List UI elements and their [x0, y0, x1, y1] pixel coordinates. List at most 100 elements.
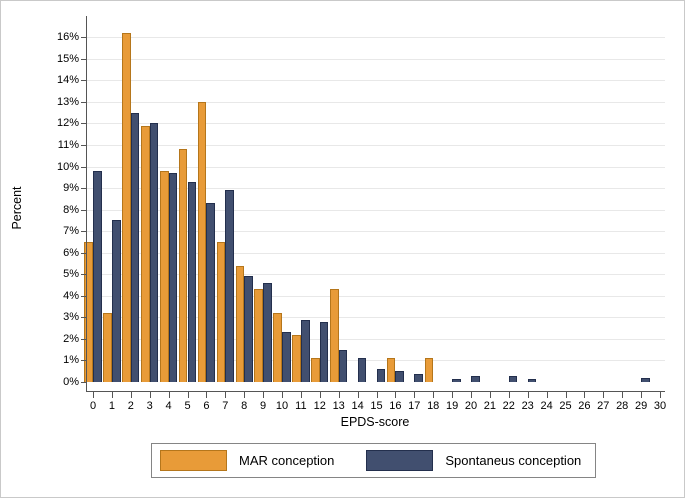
x-tick [187, 392, 189, 398]
y-tick-label: 2% [63, 332, 79, 345]
y-gridline [87, 80, 665, 82]
x-tick [130, 392, 132, 398]
x-tick [168, 392, 170, 398]
bar-spontaneus-score-15 [376, 369, 386, 382]
y-tick-label: 9% [63, 182, 79, 195]
x-tick-label: 10 [275, 400, 289, 412]
x-tick [508, 392, 510, 398]
bar-spontaneus-score-8 [244, 276, 253, 382]
bar-spontaneus-score-0 [93, 170, 102, 382]
bar-spontaneus-score-19 [452, 378, 461, 382]
y-gridline [87, 231, 665, 233]
bar-spontaneus-score-2 [130, 112, 140, 382]
y-tick [81, 274, 86, 276]
y-tick [81, 80, 86, 82]
bar-spontaneus-score-9 [263, 282, 272, 382]
x-tick-label: 9 [260, 400, 267, 412]
x-tick-label: 19 [445, 400, 459, 412]
y-tick [81, 166, 86, 168]
x-tick [471, 392, 472, 398]
y-tick [81, 144, 86, 146]
x-tick [244, 392, 246, 398]
x-tick-label: 22 [502, 400, 515, 412]
x-tick [338, 392, 340, 398]
legend-swatch-mar-conception [160, 450, 227, 471]
y-tick-label: 1% [63, 354, 79, 367]
x-tick [319, 392, 321, 398]
x-tick-label: 21 [483, 400, 497, 412]
y-tick-label: 6% [63, 246, 79, 259]
bar-mar-score-10 [273, 313, 282, 382]
y-tick-label: 3% [63, 311, 79, 324]
y-axis-title: Percent [10, 186, 24, 230]
y-gridline [87, 209, 665, 211]
bar-mar-score-9 [254, 289, 264, 382]
x-tick-label: 12 [313, 400, 326, 412]
y-tick [81, 317, 86, 319]
x-tick [452, 392, 454, 398]
y-tick-label: 7% [63, 225, 79, 238]
y-tick [81, 188, 86, 190]
x-tick-label: 23 [521, 400, 534, 412]
y-tick [81, 295, 86, 297]
bar-mar-score-1 [103, 313, 112, 382]
x-tick-label: 1 [108, 400, 115, 412]
y-tick-label: 13% [56, 95, 79, 108]
y-axis-line [86, 16, 87, 392]
x-tick-label: 0 [89, 400, 97, 412]
bar-spontaneus-score-17 [414, 374, 423, 382]
x-tick [357, 392, 359, 398]
y-gridline [87, 166, 665, 168]
x-tick [282, 392, 283, 398]
bar-spontaneus-score-7 [225, 190, 234, 382]
y-tick-label: 0% [63, 376, 79, 388]
x-axis-line [86, 391, 665, 392]
y-tick [81, 58, 86, 60]
bar-mar-score-6 [197, 101, 207, 382]
x-tick-label: 15 [370, 400, 383, 412]
y-gridline [87, 295, 665, 297]
x-tick [433, 392, 435, 398]
bar-mar-score-11 [292, 334, 301, 382]
bar-mar-score-3 [141, 125, 150, 382]
x-tick [641, 392, 643, 398]
x-tick-label: 26 [578, 400, 591, 412]
x-tick [660, 392, 661, 398]
x-tick [395, 392, 397, 398]
y-tick [81, 252, 86, 254]
bar-spontaneus-score-23 [527, 378, 537, 382]
x-tick-label: 27 [597, 400, 610, 412]
y-tick-label: 5% [63, 268, 79, 281]
bar-mar-score-16 [386, 358, 396, 382]
bar-mar-score-18 [424, 358, 434, 382]
x-tick [111, 392, 113, 398]
bar-mar-score-2 [122, 32, 131, 382]
bar-mar-score-8 [235, 265, 245, 382]
y-tick-label: 15% [56, 52, 79, 65]
y-tick [81, 360, 86, 362]
x-tick [225, 392, 227, 398]
y-gridline [87, 144, 665, 146]
y-gridline [87, 274, 665, 276]
y-tick [81, 338, 86, 340]
y-tick [81, 37, 86, 39]
y-gridline [87, 101, 665, 103]
x-tick-label: 2 [127, 400, 134, 412]
x-tick-label: 13 [332, 400, 345, 412]
y-tick [81, 209, 86, 211]
y-gridline [87, 317, 665, 319]
x-tick-label: 25 [559, 400, 572, 412]
bar-spontaneus-score-22 [508, 375, 518, 382]
y-gridline [87, 252, 665, 254]
bar-mar-score-7 [216, 241, 226, 382]
x-tick [527, 392, 529, 398]
x-tick-label: 8 [241, 400, 248, 412]
y-gridline [87, 338, 665, 340]
x-tick [546, 392, 548, 398]
x-tick [206, 392, 208, 398]
x-tick [603, 392, 605, 398]
y-tick-label: 4% [63, 289, 79, 302]
y-tick [81, 231, 86, 233]
x-tick [489, 392, 491, 398]
x-tick [263, 392, 265, 398]
